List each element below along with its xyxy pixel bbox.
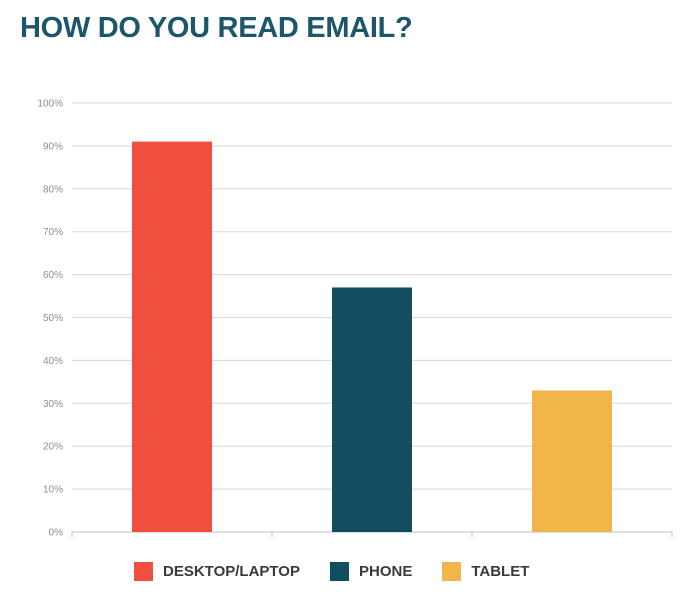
legend-item-tablet: TABLET [442,562,529,581]
legend-swatch-phone [329,562,349,581]
chart-title: HOW DO YOU READ EMAIL? [20,12,413,44]
y-tick-label: 100% [37,99,63,110]
y-tick-label: 10% [43,485,63,496]
bars [132,141,612,533]
legend-swatch-tablet [442,562,462,581]
legend-label-phone: PHONE [358,563,413,580]
bar-phone [332,287,412,532]
y-tick-label: 80% [43,184,63,195]
bar-chart: 0% 10% 20% 30% 40% 50% 60% 70% 80% 90% 100% [37,99,673,539]
bar-desktop-laptop [132,141,212,533]
y-tick-label: 60% [43,270,63,281]
y-tick-label: 40% [43,356,63,367]
y-axis-ticks: 0% 10% 20% 30% 40% 50% 60% 70% 80% 90% 100% [37,99,63,539]
y-tick-label: 70% [43,227,63,238]
y-tick-label: 0% [49,528,64,539]
bar-tablet [532,390,612,532]
x-axis [71,532,673,537]
legend-swatch-desktop-laptop [134,562,153,581]
y-tick-label: 90% [43,141,63,152]
legend: DESKTOP/LAPTOP PHONE TABLET [134,562,559,581]
legend-item-desktop-laptop: DESKTOP/LAPTOP [134,562,300,581]
y-tick-label: 20% [43,442,63,453]
y-tick-label: 30% [43,399,63,410]
y-tick-label: 50% [43,313,63,324]
legend-label-desktop-laptop: DESKTOP/LAPTOP [163,563,300,580]
legend-item-phone: PHONE [329,562,413,581]
legend-label-tablet: TABLET [471,563,530,580]
